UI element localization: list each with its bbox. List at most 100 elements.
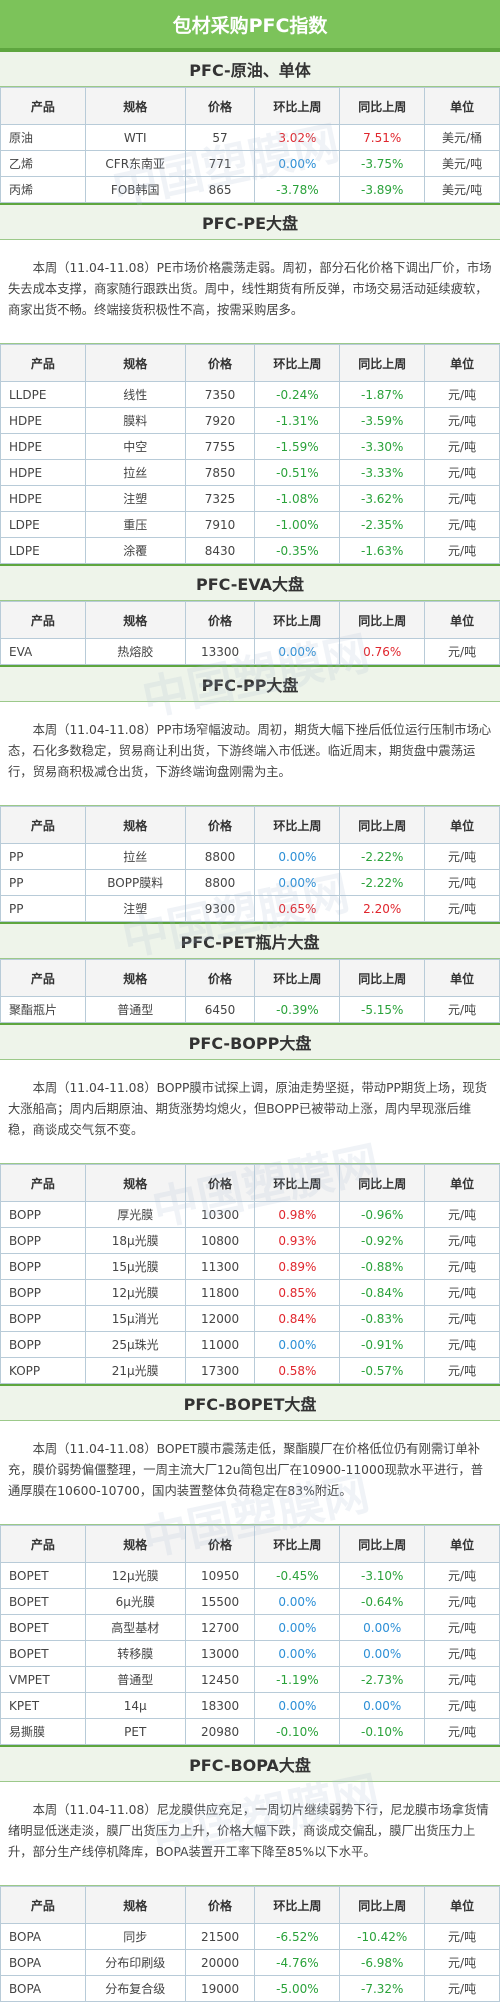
column-header: 规格 <box>84 344 186 382</box>
cell: -1.59% <box>254 433 341 460</box>
cell: PET <box>84 1718 186 1745</box>
cell: 元/吨 <box>424 433 500 460</box>
data-row: BOPET 转移膜 13000 0.00% 0.00% 元/吨 <box>0 1640 500 1667</box>
column-header: 价格 <box>184 344 256 382</box>
cell: 18300 <box>184 1692 256 1719</box>
cell: -0.39% <box>254 996 341 1023</box>
data-row: BOPET 6μ光膜 15500 0.00% -0.64% 元/吨 <box>0 1588 500 1615</box>
price-table: 产品 规格 价格 环比上周 同比上周 单位 原油 WTI 57 3.02% 7.51% 美元/桶 乙烯 C… <box>0 87 500 203</box>
cell: 元/吨 <box>424 1923 500 1950</box>
cell: 元/吨 <box>424 381 500 408</box>
data-row: BOPP 12μ光膜 11800 0.85% -0.84% 元/吨 <box>0 1279 500 1306</box>
section-title: PFC-EVA大盘 <box>0 564 500 601</box>
cell: 0.00% <box>339 1692 426 1719</box>
price-table: 产品 规格 价格 环比上周 同比上周 单位 BOPP 厚光膜 10300 0.98% -0.96% 元… <box>0 1164 500 1384</box>
cell: -2.22% <box>339 869 426 896</box>
cell: 元/吨 <box>424 1614 500 1641</box>
cell: LLDPE <box>0 381 86 408</box>
cell: 元/吨 <box>424 1692 500 1719</box>
section-paragraph: 本周（11.04-11.08）尼龙膜供应充足，一周切片继续弱势下行，尼龙膜市场拿… <box>0 1782 500 1886</box>
column-header: 规格 <box>84 601 186 639</box>
cell: 11800 <box>184 1279 256 1306</box>
cell: 17300 <box>184 1357 256 1384</box>
cell: 元/吨 <box>424 537 500 564</box>
cell: 2.20% <box>339 895 426 922</box>
cell: -0.64% <box>339 1588 426 1615</box>
cell: -3.75% <box>339 150 426 177</box>
cell: 21μ光膜 <box>84 1357 186 1384</box>
column-header: 价格 <box>184 1886 256 1924</box>
cell: 12700 <box>184 1614 256 1641</box>
cell: 元/吨 <box>424 895 500 922</box>
column-header: 价格 <box>184 806 256 844</box>
cell: 元/吨 <box>424 1357 500 1384</box>
data-row: BOPP 15μ消光 12000 0.84% -0.83% 元/吨 <box>0 1305 500 1332</box>
column-header: 环比上周 <box>254 1525 341 1563</box>
column-header: 同比上周 <box>339 1525 426 1563</box>
column-header: 单位 <box>424 344 500 382</box>
data-row: KOPP 21μ光膜 17300 0.58% -0.57% 元/吨 <box>0 1357 500 1384</box>
cell: 13300 <box>184 638 256 665</box>
data-row: BOPET 高型基材 12700 0.00% 0.00% 元/吨 <box>0 1614 500 1641</box>
column-header: 单位 <box>424 601 500 639</box>
cell: -0.92% <box>339 1227 426 1254</box>
column-header: 规格 <box>84 87 186 125</box>
cell: WTI <box>84 124 186 151</box>
cell: 11300 <box>184 1253 256 1280</box>
column-header: 同比上周 <box>339 806 426 844</box>
cell: 元/吨 <box>424 1640 500 1667</box>
cell: -3.30% <box>339 433 426 460</box>
cell: 元/吨 <box>424 1331 500 1358</box>
data-row: HDPE 中空 7755 -1.59% -3.30% 元/吨 <box>0 433 500 460</box>
header-row: 产品 规格 价格 环比上周 同比上周 单位 <box>0 344 500 382</box>
section: PFC-EVA大盘 产品 规格 价格 环比上周 同比上周 单位 EVA 热熔胶 13300 0.00… <box>0 564 500 665</box>
data-row: PP 注塑 9300 0.65% 2.20% 元/吨 <box>0 895 500 922</box>
column-header: 环比上周 <box>254 1164 341 1202</box>
price-table: 产品 规格 价格 环比上周 同比上周 单位 EVA 热熔胶 13300 0.00% 0.76% 元/吨 <box>0 601 500 665</box>
cell: 0.00% <box>254 1614 341 1641</box>
column-header: 产品 <box>0 87 86 125</box>
cell: 涂覆 <box>84 537 186 564</box>
cell: 元/吨 <box>424 1227 500 1254</box>
cell: 元/吨 <box>424 407 500 434</box>
data-row: BOPA 同步 21500 -6.52% -10.42% 元/吨 <box>0 1923 500 1950</box>
cell: -1.00% <box>254 511 341 538</box>
data-row: VMPET 普通型 12450 -1.19% -2.73% 元/吨 <box>0 1666 500 1693</box>
cell: 12450 <box>184 1666 256 1693</box>
cell: 0.98% <box>254 1201 341 1228</box>
section-paragraph: 本周（11.04-11.08）BOPET膜市震荡走低，聚酯膜厂在价格低位仍有刚需… <box>0 1421 500 1525</box>
cell: -1.19% <box>254 1666 341 1693</box>
column-header: 同比上周 <box>339 601 426 639</box>
cell: 0.00% <box>254 638 341 665</box>
data-row: BOPET 12μ光膜 10950 -0.45% -3.10% 元/吨 <box>0 1562 500 1589</box>
header-row: 产品 规格 价格 环比上周 同比上周 单位 <box>0 87 500 125</box>
cell: KPET <box>0 1692 86 1719</box>
data-row: BOPP 厚光膜 10300 0.98% -0.96% 元/吨 <box>0 1201 500 1228</box>
column-header: 环比上周 <box>254 87 341 125</box>
cell: 12μ光膜 <box>84 1279 186 1306</box>
cell: 0.84% <box>254 1305 341 1332</box>
column-header: 同比上周 <box>339 1164 426 1202</box>
cell: 18μ光膜 <box>84 1227 186 1254</box>
data-row: BOPA 分布复合级 19000 -5.00% -7.32% 元/吨 <box>0 1975 500 2002</box>
cell: 7920 <box>184 407 256 434</box>
cell: 7325 <box>184 485 256 512</box>
price-table: 产品 规格 价格 环比上周 同比上周 单位 LLDPE 线性 7350 -0.24% -1.87% 元… <box>0 344 500 564</box>
cell: 重压 <box>84 511 186 538</box>
cell: 865 <box>184 176 256 203</box>
cell: 原油 <box>0 124 86 151</box>
data-row: BOPA 分布印刷级 20000 -4.76% -6.98% 元/吨 <box>0 1949 500 1976</box>
cell: 12000 <box>184 1305 256 1332</box>
cell: 元/吨 <box>424 1718 500 1745</box>
cell: 0.00% <box>254 843 341 870</box>
section-paragraph: 本周（11.04-11.08）BOPP膜市试探上调，原油走势坚挺，带动PP期货上… <box>0 1060 500 1164</box>
cell: 普通型 <box>84 996 186 1023</box>
column-header: 价格 <box>184 87 256 125</box>
column-header: 同比上周 <box>339 959 426 997</box>
cell: PP <box>0 895 86 922</box>
cell: 20000 <box>184 1949 256 1976</box>
cell: 15500 <box>184 1588 256 1615</box>
cell: 7910 <box>184 511 256 538</box>
cell: 0.00% <box>339 1614 426 1641</box>
cell: 8800 <box>184 869 256 896</box>
